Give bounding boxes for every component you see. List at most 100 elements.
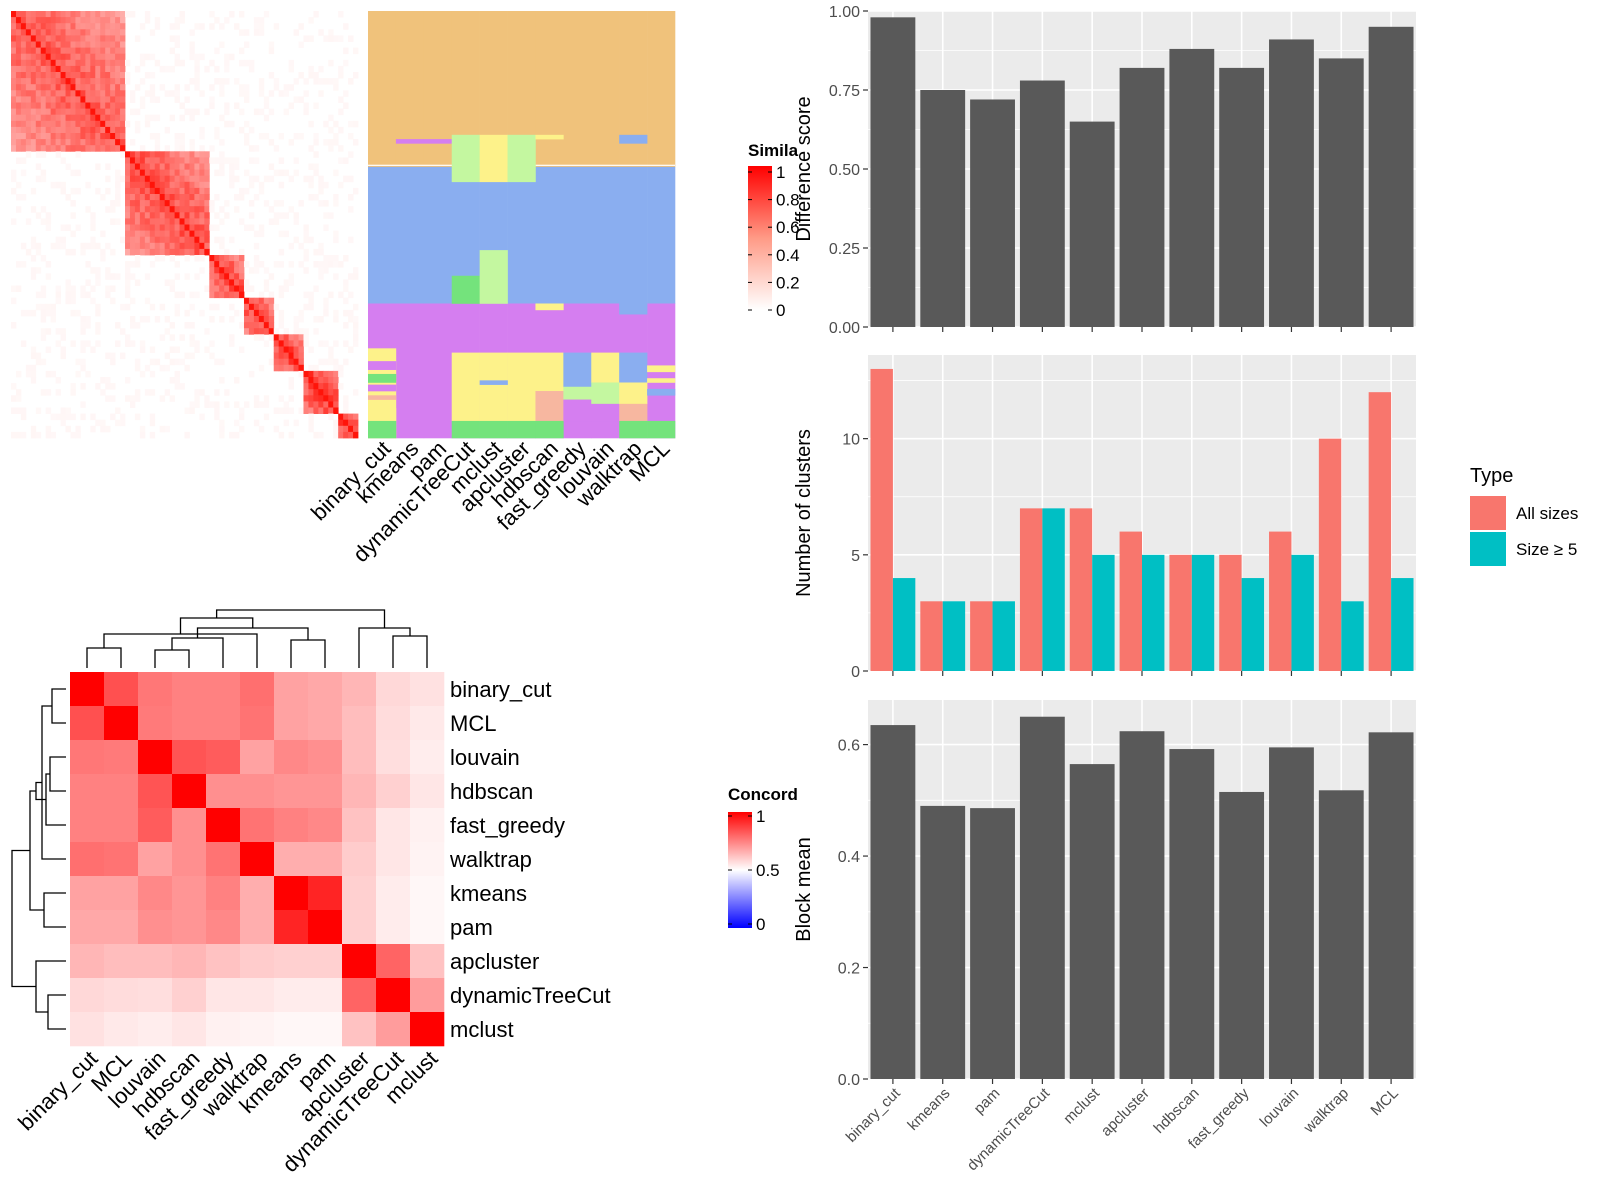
similarity-cell	[25, 47, 32, 55]
concordance-cell	[274, 910, 309, 945]
type-legend: Type All sizes Size ≥ 5	[1470, 465, 1578, 566]
similarity-cell	[45, 261, 52, 268]
similarity-cell	[179, 151, 185, 158]
assignment-cell	[591, 11, 620, 168]
similarity-cell	[100, 47, 106, 55]
similarity-cell	[120, 23, 126, 30]
similarity-cell	[40, 84, 47, 91]
similarity-cell	[169, 175, 175, 183]
similarity-cell	[184, 108, 190, 116]
similarity-cell	[25, 126, 32, 134]
similarity-cell	[149, 96, 156, 103]
similarity-cell	[273, 145, 280, 152]
similarity-cell	[65, 133, 71, 140]
similarity-cell	[125, 334, 131, 341]
similarity-cell	[328, 395, 334, 402]
similarity-cell	[11, 90, 17, 97]
similarity-cell	[144, 194, 151, 201]
similarity-cell	[164, 316, 171, 323]
similarity-cell	[90, 65, 96, 73]
similarity-cell	[263, 413, 270, 421]
similarity-cell	[35, 352, 42, 360]
similarity-cell	[303, 267, 309, 274]
concordance-cell	[342, 672, 377, 707]
similarity-cell	[45, 90, 52, 97]
assignment-cell	[479, 380, 508, 385]
similarity-cell	[85, 59, 91, 67]
similarity-cell	[134, 175, 141, 183]
concordance-cell	[274, 978, 309, 1013]
similarity-cell	[25, 145, 32, 152]
similarity-cell	[189, 41, 195, 48]
similarity-cell	[209, 401, 215, 408]
similarity-cell	[70, 297, 76, 305]
similarity-cell	[214, 285, 220, 292]
similarity-cell	[194, 72, 200, 79]
similarity-cell	[179, 163, 185, 170]
similarity-cell	[333, 425, 339, 433]
similarity-cell	[283, 90, 289, 97]
similarity-cell	[125, 120, 131, 128]
similarity-cell	[174, 175, 180, 183]
assignment-cell	[451, 275, 480, 304]
similarity-cell	[263, 340, 270, 347]
similarity-cell	[40, 90, 47, 97]
similarity-cell	[50, 84, 57, 91]
similarity-cell	[70, 248, 76, 256]
similarity-cell	[105, 41, 111, 48]
similarity-cell	[50, 78, 57, 85]
similarity-cell	[50, 11, 57, 18]
similarity-cell	[179, 181, 185, 189]
similarity-cell	[110, 78, 116, 85]
similarity-cell	[239, 285, 245, 292]
similarity-cell	[313, 431, 319, 439]
similarity-cell	[50, 35, 57, 42]
similarity-cell	[263, 133, 270, 140]
similarity-cell	[125, 285, 131, 292]
similarity-cell	[234, 273, 240, 280]
similarity-cell	[139, 181, 146, 189]
similarity-cell	[125, 163, 131, 170]
bar-size5	[1341, 601, 1364, 671]
similarity-cell	[40, 334, 47, 341]
similarity-cell	[144, 389, 151, 396]
similarity-cell	[313, 377, 319, 384]
bar-all-sizes	[1019, 508, 1043, 671]
similarity-cell	[243, 401, 250, 408]
similarity-cell	[253, 322, 260, 329]
similarity-cell	[30, 309, 37, 317]
similarity-cell	[65, 425, 71, 433]
similarity-cell	[308, 364, 314, 372]
concordance-cell	[376, 774, 411, 809]
similarity-cell	[164, 242, 171, 250]
similarity-cell	[75, 23, 81, 30]
similarity-cell	[139, 248, 146, 256]
similarity-cell	[95, 279, 101, 286]
similarity-cell	[60, 236, 66, 244]
similarity-cell	[333, 230, 339, 238]
similarity-cell	[288, 65, 294, 73]
similarity-legend-title: Simila	[748, 141, 799, 160]
similarity-cell	[110, 413, 116, 421]
similarity-cell	[248, 59, 255, 67]
similarity-cell	[204, 181, 210, 189]
similarity-cell	[194, 84, 200, 91]
assignment-cell	[619, 11, 648, 168]
similarity-cell	[293, 364, 299, 372]
similarity-cell	[303, 395, 309, 402]
similarity-cell	[219, 151, 225, 158]
bar	[1119, 67, 1165, 327]
similarity-cell	[110, 395, 116, 402]
similarity-cell	[80, 139, 86, 146]
concordance-cell	[138, 910, 173, 945]
concordance-cell	[240, 808, 275, 843]
similarity-cell	[204, 328, 210, 335]
similarity-cell	[174, 169, 180, 177]
similarity-cell	[179, 236, 185, 244]
concordance-cell	[172, 978, 207, 1013]
similarity-cell	[65, 285, 71, 292]
similarity-cell	[100, 145, 106, 152]
similarity-cell	[125, 279, 131, 286]
concordance-cell	[376, 978, 411, 1013]
similarity-cell	[70, 72, 76, 79]
